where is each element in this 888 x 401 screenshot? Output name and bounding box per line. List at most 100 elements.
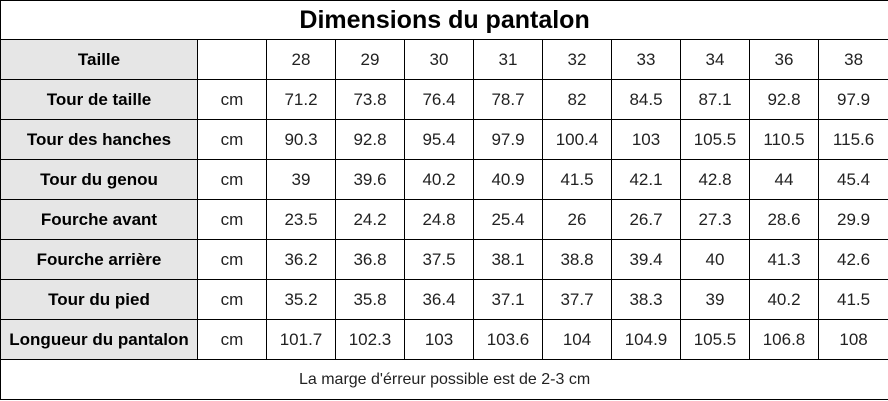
- measure-row: Tour de taille cm 71.2 73.8 76.4 78.7 82 84.5 87…: [0, 79, 888, 120]
- size-cell: 28: [266, 39, 336, 80]
- measure-row: Tour du genou cm 39 39.6 40.2 40.9 41.5 42.1 42.…: [0, 159, 888, 200]
- value-cell: 42.8: [680, 159, 750, 200]
- row-label: Fourche arrière: [0, 239, 198, 280]
- value-cell: 40.2: [749, 279, 819, 320]
- value-cell: 36.8: [335, 239, 405, 280]
- title-row: Dimensions du pantalon: [0, 0, 888, 40]
- measure-row: Fourche avant cm 23.5 24.2 24.8 25.4 26 26.7 27.…: [0, 199, 888, 240]
- value-cell: 41.3: [749, 239, 819, 280]
- value-cell: 106.8: [749, 319, 819, 360]
- value-cell: 42.1: [611, 159, 681, 200]
- size-cell: 30: [404, 39, 474, 80]
- value-cell: 76.4: [404, 79, 474, 120]
- value-cell: 38.3: [611, 279, 681, 320]
- value-cell: 95.4: [404, 119, 474, 160]
- value-cell: 41.5: [817, 279, 888, 320]
- value-cell: 44: [749, 159, 819, 200]
- size-cell: 34: [680, 39, 750, 80]
- value-cell: 38.8: [542, 239, 612, 280]
- value-cell: 45.4: [817, 159, 888, 200]
- value-cell: 105.5: [680, 319, 750, 360]
- value-cell: 36.4: [404, 279, 474, 320]
- value-cell: 40: [680, 239, 750, 280]
- value-cell: 115.6: [817, 119, 888, 160]
- value-cell: 87.1: [680, 79, 750, 120]
- value-cell: 35.2: [266, 279, 336, 320]
- unit-cell: cm: [197, 79, 267, 120]
- row-label: Tour du genou: [0, 159, 198, 200]
- unit-cell: cm: [197, 319, 267, 360]
- blank-cell: [197, 39, 267, 80]
- measure-row: Longueur du pantalon cm 101.7 102.3 103 103.6…: [0, 319, 888, 360]
- value-cell: 41.5: [542, 159, 612, 200]
- value-cell: 108: [817, 319, 888, 360]
- value-cell: 37.7: [542, 279, 612, 320]
- value-cell: 40.9: [473, 159, 543, 200]
- size-label: Taille: [0, 39, 198, 80]
- header-row: Taille 28 29 30 31 32 33 34 36 38: [0, 39, 888, 80]
- value-cell: 102.3: [335, 319, 405, 360]
- value-cell: 40.2: [404, 159, 474, 200]
- value-cell: 36.2: [266, 239, 336, 280]
- value-cell: 35.8: [335, 279, 405, 320]
- value-cell: 38.1: [473, 239, 543, 280]
- value-cell: 24.2: [335, 199, 405, 240]
- size-cell: 31: [473, 39, 543, 80]
- value-cell: 39.6: [335, 159, 405, 200]
- size-cell: 32: [542, 39, 612, 80]
- value-cell: 29.9: [817, 199, 888, 240]
- value-cell: 26: [542, 199, 612, 240]
- value-cell: 27.3: [680, 199, 750, 240]
- measure-row: Fourche arrière cm 36.2 36.8 37.5 38.1 38.8 39.…: [0, 239, 888, 280]
- unit-cell: cm: [197, 159, 267, 200]
- unit-cell: cm: [197, 279, 267, 320]
- value-cell: 97.9: [473, 119, 543, 160]
- size-cell: 38: [817, 39, 888, 80]
- value-cell: 37.5: [404, 239, 474, 280]
- value-cell: 103.6: [473, 319, 543, 360]
- unit-cell: cm: [197, 119, 267, 160]
- value-cell: 37.1: [473, 279, 543, 320]
- size-cell: 29: [335, 39, 405, 80]
- value-cell: 100.4: [542, 119, 612, 160]
- value-cell: 90.3: [266, 119, 336, 160]
- measure-row: Tour des hanches cm 90.3 92.8 95.4 97.9 100.4 1…: [0, 119, 888, 160]
- note-row: La marge d'érreur possible est de 2-3 cm: [0, 359, 888, 400]
- row-label: Tour des hanches: [0, 119, 198, 160]
- value-cell: 110.5: [749, 119, 819, 160]
- size-cell: 33: [611, 39, 681, 80]
- value-cell: 84.5: [611, 79, 681, 120]
- row-label: Longueur du pantalon: [0, 319, 198, 360]
- row-label: Fourche avant: [0, 199, 198, 240]
- measure-row: Tour du pied cm 35.2 35.8 36.4 37.1 37.7 38.3 39…: [0, 279, 888, 320]
- value-cell: 97.9: [817, 79, 888, 120]
- value-cell: 23.5: [266, 199, 336, 240]
- value-cell: 42.6: [817, 239, 888, 280]
- value-cell: 73.8: [335, 79, 405, 120]
- value-cell: 78.7: [473, 79, 543, 120]
- note: La marge d'érreur possible est de 2-3 cm: [0, 359, 888, 400]
- value-cell: 104: [542, 319, 612, 360]
- value-cell: 103: [611, 119, 681, 160]
- title: Dimensions du pantalon: [0, 0, 888, 40]
- value-cell: 28.6: [749, 199, 819, 240]
- value-cell: 105.5: [680, 119, 750, 160]
- value-cell: 25.4: [473, 199, 543, 240]
- value-cell: 92.8: [335, 119, 405, 160]
- value-cell: 92.8: [749, 79, 819, 120]
- unit-cell: cm: [197, 199, 267, 240]
- unit-cell: cm: [197, 239, 267, 280]
- row-label: Tour du pied: [0, 279, 198, 320]
- value-cell: 101.7: [266, 319, 336, 360]
- value-cell: 26.7: [611, 199, 681, 240]
- row-label: Tour de taille: [0, 79, 198, 120]
- value-cell: 82: [542, 79, 612, 120]
- size-cell: 36: [749, 39, 819, 80]
- value-cell: 104.9: [611, 319, 681, 360]
- value-cell: 39.4: [611, 239, 681, 280]
- value-cell: 24.8: [404, 199, 474, 240]
- value-cell: 103: [404, 319, 474, 360]
- value-cell: 39: [266, 159, 336, 200]
